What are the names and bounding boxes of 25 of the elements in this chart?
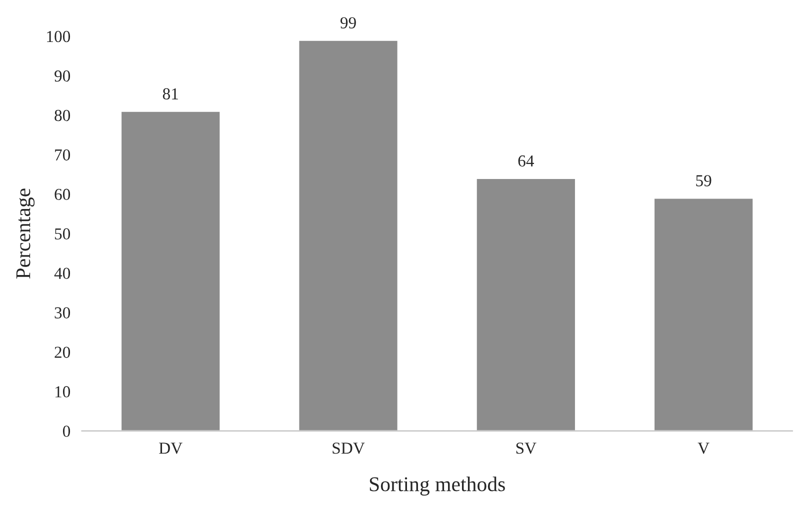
data-label: 59 [696,175,712,186]
y-tick-label: 50 [54,228,70,240]
y-tick-label: 40 [54,268,70,279]
x-axis-title: Sorting methods [370,476,505,496]
bar [653,197,754,431]
x-tick-label: SDV [332,442,365,454]
y-tick-label: 10 [55,386,70,398]
x-tick-label: SV [516,442,536,454]
y-tick-label: 20 [54,346,70,358]
y-tick-label: 0 [62,426,70,437]
data-label: 99 [340,17,356,28]
y-tick-label: 60 [54,188,70,200]
bar [298,39,399,431]
y-axis-title: Percentage [16,188,35,279]
bar [475,178,576,431]
y-tick-label: 90 [54,70,70,82]
y-tick-label: 100 [47,30,70,42]
bar [120,110,222,431]
data-label: 64 [518,155,534,167]
y-tick-label: 70 [55,149,70,161]
data-label: 81 [162,88,178,100]
x-tick-label: DV [159,442,182,454]
y-tick-label: 80 [54,110,70,122]
x-tick-label: V [698,442,710,454]
y-tick-label: 30 [54,307,70,318]
